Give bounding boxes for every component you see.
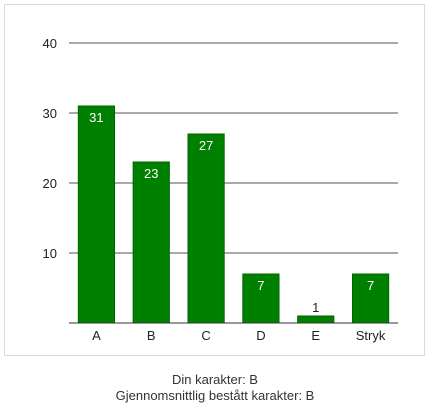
- average-grade-text: Gjennomsnittlig bestått karakter: B: [115, 388, 315, 403]
- x-tick-label: D: [256, 328, 265, 343]
- captions: Din karakter: B Gjennomsnittlig bestått …: [0, 372, 430, 404]
- x-tick-label: E: [311, 328, 320, 343]
- bar: [187, 133, 225, 324]
- y-tick-label: 20: [43, 176, 57, 191]
- data-label: 27: [199, 138, 213, 153]
- y-tick-label: 40: [43, 36, 57, 51]
- data-label: 1: [312, 300, 319, 315]
- bar-chart: 10 20 30 40 31 A 23 B 27 C 7 D 1 E 7 Stryk: [43, 36, 398, 343]
- data-label: 7: [367, 278, 374, 293]
- bar: [77, 105, 116, 324]
- bar: [297, 315, 335, 324]
- y-tick-label: 10: [43, 246, 57, 261]
- x-tick-label: A: [92, 328, 101, 343]
- bar: [242, 273, 280, 324]
- your-grade-text: Din karakter: B: [172, 372, 258, 387]
- x-tick-label: Stryk: [356, 328, 386, 343]
- data-label: 23: [144, 166, 158, 181]
- y-tick-label: 30: [43, 106, 57, 121]
- data-label: 31: [89, 110, 103, 125]
- x-tick-label: B: [147, 328, 156, 343]
- x-tick-label: C: [201, 328, 210, 343]
- chart-frame: 10 20 30 40 31 A 23 B 27 C 7 D 1 E 7 Stryk: [4, 4, 425, 356]
- bar: [132, 161, 170, 324]
- data-label: 7: [257, 278, 264, 293]
